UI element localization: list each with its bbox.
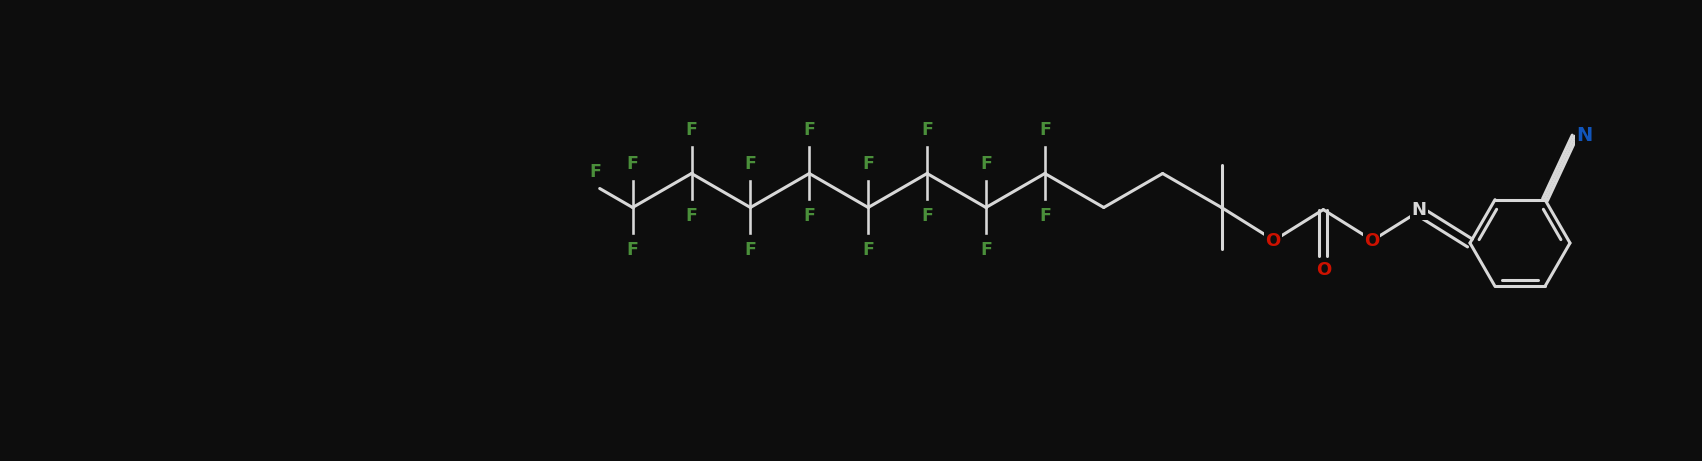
Text: O: O <box>1363 232 1379 250</box>
Text: F: F <box>863 155 875 173</box>
Text: F: F <box>921 122 933 140</box>
Text: F: F <box>803 207 815 225</box>
Text: F: F <box>744 155 756 173</box>
Text: F: F <box>626 242 638 260</box>
Text: F: F <box>803 122 815 140</box>
Text: F: F <box>1038 122 1050 140</box>
Text: O: O <box>1266 232 1280 250</box>
Text: F: F <box>626 155 638 173</box>
Text: F: F <box>1038 207 1050 225</box>
Text: O: O <box>1316 260 1331 278</box>
Text: F: F <box>744 242 756 260</box>
Text: F: F <box>980 242 992 260</box>
Text: F: F <box>921 207 933 225</box>
Text: F: F <box>980 155 992 173</box>
Text: N: N <box>1411 201 1426 219</box>
Text: N: N <box>1576 126 1593 145</box>
Text: F: F <box>863 242 875 260</box>
Text: F: F <box>686 207 698 225</box>
Text: F: F <box>686 122 698 140</box>
Text: F: F <box>591 164 601 182</box>
